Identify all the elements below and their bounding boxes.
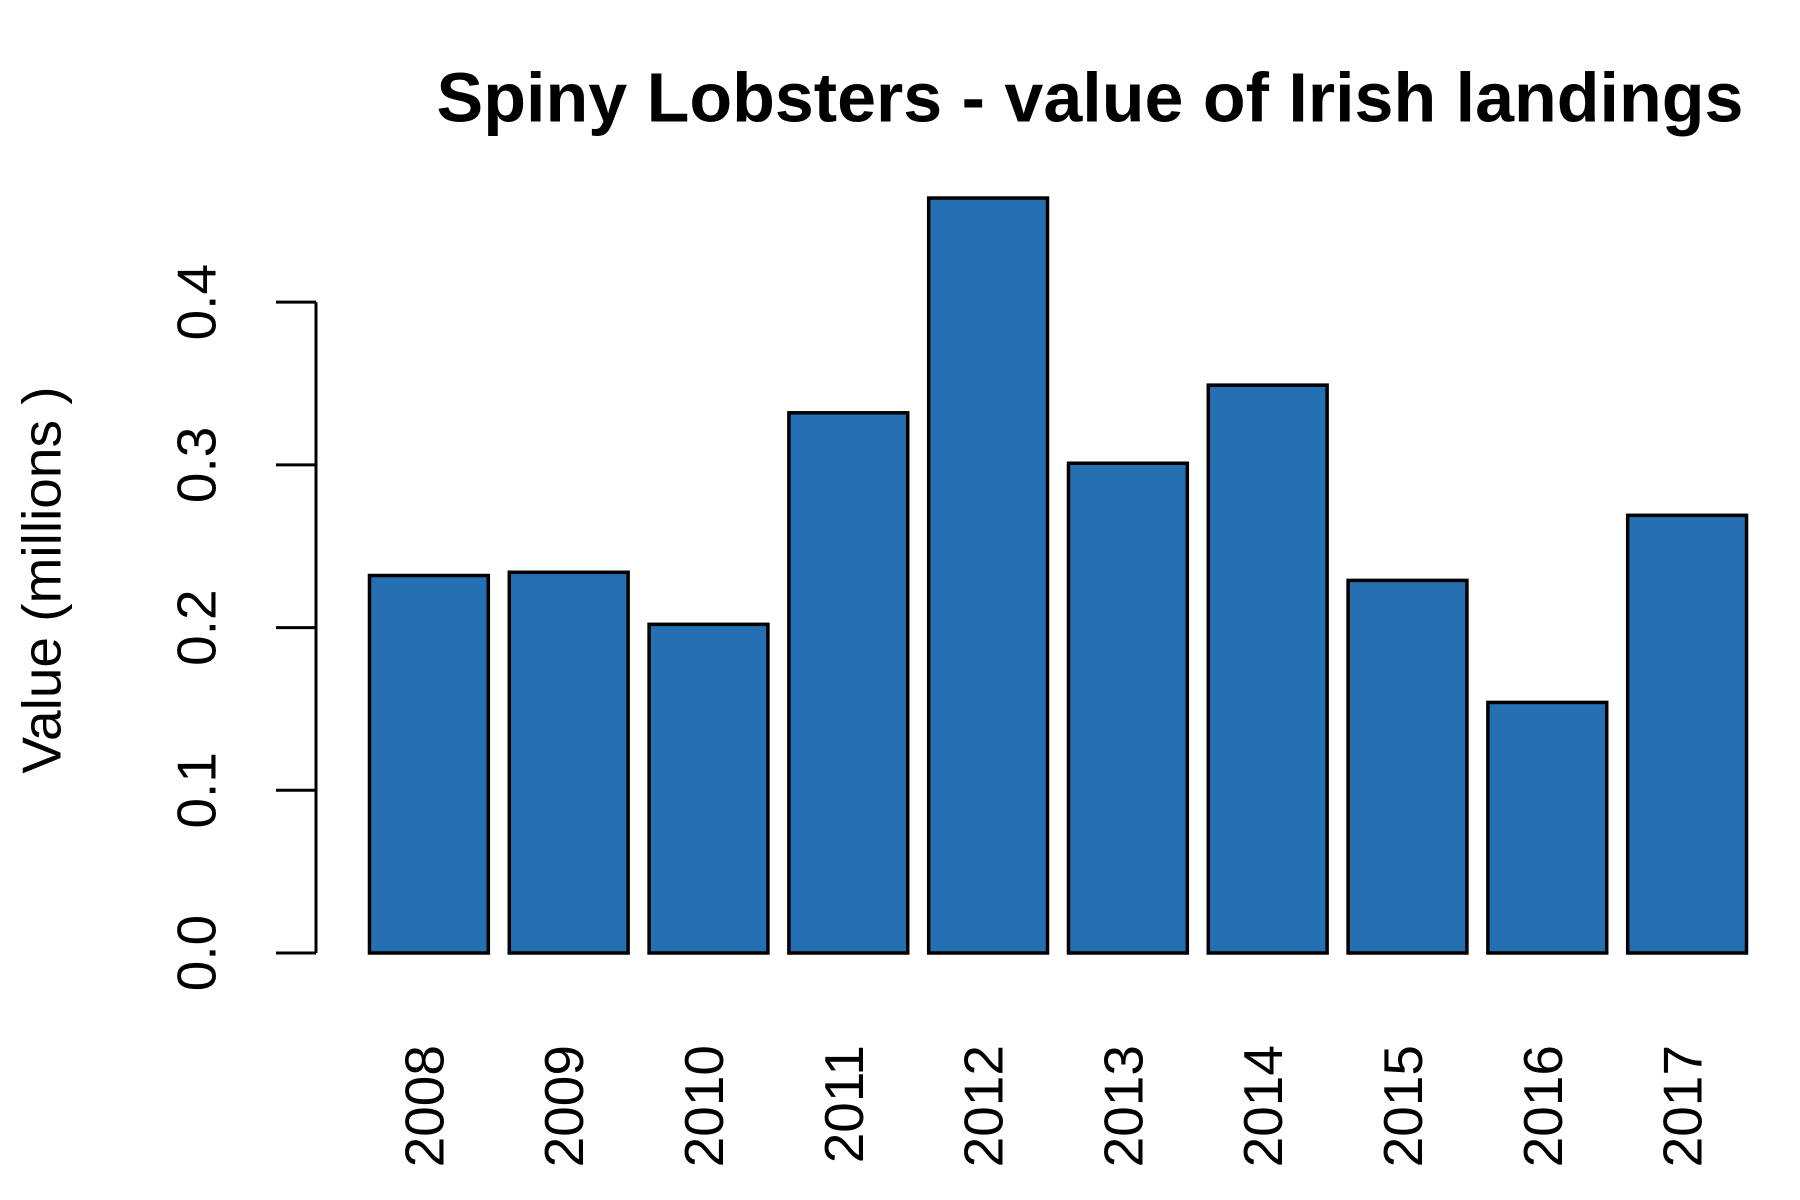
y-axis-label: Value (millions ) [11,386,73,773]
bar [647,622,770,955]
x-tick-label: 2008 [393,1045,455,1167]
chart-title: Spiny Lobsters - value of Irish landings [437,58,1744,136]
x-tick-label: 2010 [673,1045,735,1167]
bar [1206,383,1329,955]
bar [367,573,491,955]
y-tick-label: 0.0 [166,915,228,991]
y-tick-label: 0.2 [166,589,228,665]
bar [1066,461,1190,955]
x-tick-label: 2011 [813,1045,875,1163]
x-tick-label: 2016 [1512,1045,1574,1167]
x-tick-label: 2014 [1232,1045,1294,1167]
x-tick-label: 2015 [1372,1045,1434,1167]
bar [1625,513,1749,955]
x-tick-label: 2017 [1652,1045,1714,1167]
y-tick-label: 0.1 [166,752,228,828]
bar [1346,578,1469,955]
bar [787,411,910,955]
x-tick-label: 2009 [533,1045,595,1167]
x-tick-label: 2013 [1092,1045,1154,1167]
bar [1486,700,1609,955]
bar [507,570,630,955]
y-tick-label: 0.4 [166,264,228,340]
x-tick-label: 2012 [953,1045,1015,1167]
y-tick-label: 0.3 [166,427,228,503]
bar [926,196,1050,955]
